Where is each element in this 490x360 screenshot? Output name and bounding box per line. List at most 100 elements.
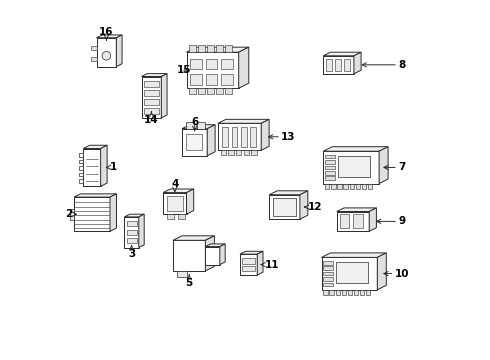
Bar (243, 266, 255, 271)
Polygon shape (323, 147, 388, 151)
Bar (126, 230, 137, 235)
Polygon shape (182, 129, 207, 156)
Bar (251, 150, 257, 156)
Polygon shape (163, 189, 194, 193)
Bar (225, 88, 232, 94)
Polygon shape (97, 35, 122, 38)
Bar (326, 59, 332, 71)
Bar (329, 290, 334, 295)
Polygon shape (187, 47, 249, 52)
Polygon shape (116, 35, 122, 67)
Polygon shape (110, 194, 117, 231)
Polygon shape (173, 240, 205, 271)
Polygon shape (354, 52, 361, 74)
Bar (177, 214, 185, 219)
Bar (225, 45, 232, 52)
Bar (340, 215, 349, 229)
Bar (354, 290, 358, 295)
Text: 10: 10 (384, 269, 409, 279)
Bar (356, 184, 360, 189)
Text: 16: 16 (99, 27, 114, 40)
Bar (331, 184, 336, 189)
Bar (186, 134, 202, 150)
Bar (144, 99, 159, 104)
Polygon shape (205, 247, 220, 265)
Bar (338, 156, 370, 177)
Polygon shape (74, 194, 117, 197)
Polygon shape (321, 257, 377, 290)
Polygon shape (323, 151, 379, 184)
Bar (79, 160, 83, 163)
Bar (244, 150, 249, 156)
Bar (323, 261, 333, 265)
Text: 11: 11 (261, 260, 279, 270)
Polygon shape (207, 125, 215, 156)
Bar (335, 59, 341, 71)
Bar (190, 74, 202, 85)
Polygon shape (124, 214, 144, 217)
Bar (342, 290, 346, 295)
Polygon shape (379, 147, 388, 184)
Bar (79, 172, 83, 176)
Bar (323, 277, 333, 281)
Bar (206, 74, 218, 85)
Bar (189, 45, 196, 52)
Bar (323, 266, 333, 270)
Polygon shape (139, 214, 144, 248)
Bar (241, 127, 247, 147)
Bar (221, 59, 233, 69)
Text: 1: 1 (107, 162, 117, 172)
Bar (198, 88, 205, 94)
Bar (353, 215, 363, 229)
Polygon shape (163, 193, 187, 214)
Bar (79, 179, 83, 183)
Bar (250, 127, 256, 147)
Bar (360, 290, 365, 295)
Polygon shape (161, 74, 167, 118)
Bar (167, 214, 174, 219)
Bar (207, 88, 214, 94)
Text: 15: 15 (176, 65, 191, 75)
Bar (362, 184, 366, 189)
Text: 8: 8 (362, 60, 405, 70)
Bar (325, 176, 335, 180)
Text: 6: 6 (191, 117, 198, 131)
Polygon shape (300, 191, 308, 219)
Bar (232, 127, 238, 147)
Bar (336, 290, 340, 295)
Text: 4: 4 (171, 179, 178, 192)
Bar (336, 262, 368, 283)
Polygon shape (205, 236, 215, 271)
Text: 14: 14 (144, 112, 159, 125)
Bar (349, 184, 354, 189)
Polygon shape (97, 38, 116, 67)
Bar (79, 166, 83, 170)
Bar (217, 88, 223, 94)
Polygon shape (205, 244, 225, 247)
Bar (325, 171, 335, 175)
Bar (323, 272, 333, 275)
Bar (228, 150, 234, 156)
Bar (126, 221, 137, 226)
Text: 5: 5 (186, 275, 193, 288)
Polygon shape (182, 125, 215, 129)
Bar (91, 57, 97, 61)
Bar (190, 59, 202, 69)
Polygon shape (173, 236, 215, 240)
Bar (366, 290, 370, 295)
Bar (323, 283, 333, 286)
Bar (144, 81, 159, 86)
Bar (144, 108, 159, 114)
Bar (348, 290, 352, 295)
Polygon shape (240, 251, 263, 254)
Circle shape (102, 51, 111, 60)
Bar (144, 90, 159, 95)
Bar (167, 196, 183, 211)
Bar (243, 258, 255, 264)
Bar (344, 59, 350, 71)
Bar (343, 184, 348, 189)
Polygon shape (220, 244, 225, 265)
Polygon shape (74, 197, 110, 231)
Polygon shape (142, 74, 167, 77)
Text: 13: 13 (269, 132, 295, 142)
